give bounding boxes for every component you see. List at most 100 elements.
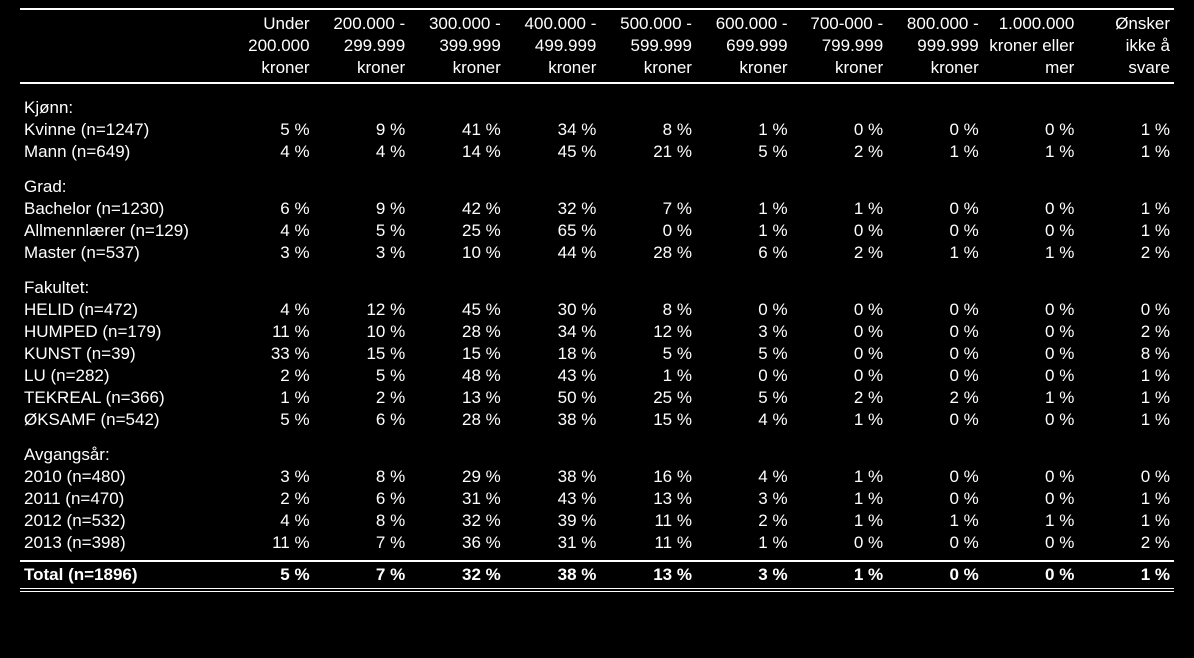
- column-header: 700-000 -: [792, 9, 888, 35]
- section-header-row: Fakultet:: [20, 264, 1174, 299]
- total-row: Total (n=1896)5 %7 %32 %38 %13 %3 %1 %0 …: [20, 561, 1174, 590]
- column-header: 299.999: [314, 35, 410, 57]
- cell-value: 1 %: [792, 510, 888, 532]
- column-header: Under: [218, 9, 314, 35]
- cell-value: 0 %: [792, 365, 888, 387]
- column-header: 200.000: [218, 35, 314, 57]
- cell-value: 5 %: [696, 343, 792, 365]
- row-label: Kvinne (n=1247): [20, 119, 218, 141]
- income-crosstab: Under200.000 -300.000 -400.000 -500.000 …: [0, 0, 1194, 658]
- cell-value: 5 %: [600, 343, 696, 365]
- cell-value: 3 %: [696, 321, 792, 343]
- cell-value: 11 %: [218, 532, 314, 554]
- cell-value: 5 %: [314, 220, 410, 242]
- column-header: kroner: [409, 57, 505, 83]
- row-label: 2013 (n=398): [20, 532, 218, 554]
- cell-value: 2 %: [887, 387, 983, 409]
- column-header: 499.999: [505, 35, 601, 57]
- cell-value: 32 %: [409, 510, 505, 532]
- cell-value: 1 %: [792, 561, 888, 590]
- table-body: Kjønn:Kvinne (n=1247)5 %9 %41 %34 %8 %1 …: [20, 83, 1174, 590]
- table-row: KUNST (n=39)33 %15 %15 %18 %5 %5 %0 %0 %…: [20, 343, 1174, 365]
- cell-value: 13 %: [409, 387, 505, 409]
- row-label: 2010 (n=480): [20, 466, 218, 488]
- cell-value: 3 %: [314, 242, 410, 264]
- row-label: Master (n=537): [20, 242, 218, 264]
- cell-value: 1 %: [218, 387, 314, 409]
- column-header: 399.999: [409, 35, 505, 57]
- cell-value: 6 %: [314, 488, 410, 510]
- cell-value: 15 %: [314, 343, 410, 365]
- column-header: 400.000 -: [505, 9, 601, 35]
- column-header: 999.999: [887, 35, 983, 57]
- table-row: 2013 (n=398)11 %7 %36 %31 %11 %1 %0 %0 %…: [20, 532, 1174, 554]
- cell-value: 33 %: [218, 343, 314, 365]
- cell-value: 18 %: [505, 343, 601, 365]
- cell-value: 45 %: [505, 141, 601, 163]
- cell-value: 0 %: [983, 119, 1079, 141]
- cell-value: 1 %: [792, 488, 888, 510]
- header-label-blank: [20, 9, 218, 35]
- cell-value: 1 %: [887, 510, 983, 532]
- section-header-row: Avgangsår:: [20, 431, 1174, 466]
- cell-value: 2 %: [218, 488, 314, 510]
- row-label: ØKSAMF (n=542): [20, 409, 218, 431]
- cell-value: 1 %: [1078, 220, 1174, 242]
- cell-value: 4 %: [218, 141, 314, 163]
- cell-value: 3 %: [696, 561, 792, 590]
- cell-value: 4 %: [218, 510, 314, 532]
- cell-value: 50 %: [505, 387, 601, 409]
- cell-value: 25 %: [600, 387, 696, 409]
- cell-value: 0 %: [983, 466, 1079, 488]
- cell-value: 0 %: [887, 321, 983, 343]
- row-label: Mann (n=649): [20, 141, 218, 163]
- section-title: Fakultet:: [20, 264, 218, 299]
- cell-value: 4 %: [314, 141, 410, 163]
- cell-value: 25 %: [409, 220, 505, 242]
- cell-value: 5 %: [314, 365, 410, 387]
- column-header: kroner: [600, 57, 696, 83]
- cell-value: 41 %: [409, 119, 505, 141]
- cell-value: 28 %: [409, 409, 505, 431]
- cell-value: 0 %: [792, 343, 888, 365]
- cell-value: 8 %: [314, 466, 410, 488]
- cell-value: 1 %: [1078, 119, 1174, 141]
- cell-value: 2 %: [792, 242, 888, 264]
- cell-value: 38 %: [505, 561, 601, 590]
- cell-value: 8 %: [1078, 343, 1174, 365]
- column-header: mer: [983, 57, 1079, 83]
- table-row: HELID (n=472)4 %12 %45 %30 %8 %0 %0 %0 %…: [20, 299, 1174, 321]
- column-header: kroner: [887, 57, 983, 83]
- cell-value: 43 %: [505, 365, 601, 387]
- cell-value: 30 %: [505, 299, 601, 321]
- column-header: 699.999: [696, 35, 792, 57]
- header-label-blank: [20, 57, 218, 83]
- cell-value: 8 %: [600, 299, 696, 321]
- column-header: 1.000.000: [983, 9, 1079, 35]
- cell-value: 4 %: [218, 299, 314, 321]
- cell-value: 5 %: [218, 561, 314, 590]
- table-row: Bachelor (n=1230)6 %9 %42 %32 %7 %1 %1 %…: [20, 198, 1174, 220]
- cell-value: 6 %: [218, 198, 314, 220]
- column-header: kroner: [792, 57, 888, 83]
- cell-value: 4 %: [218, 220, 314, 242]
- cell-value: 1 %: [792, 466, 888, 488]
- column-header: kroner: [218, 57, 314, 83]
- column-header: 799.999: [792, 35, 888, 57]
- cell-value: 2 %: [1078, 532, 1174, 554]
- column-header: 200.000 -: [314, 9, 410, 35]
- cell-value: 5 %: [218, 119, 314, 141]
- cell-value: 0 %: [983, 299, 1079, 321]
- cell-value: 0 %: [887, 488, 983, 510]
- cell-value: 31 %: [409, 488, 505, 510]
- cell-value: 12 %: [314, 299, 410, 321]
- cell-value: 0 %: [887, 119, 983, 141]
- cell-value: 1 %: [983, 242, 1079, 264]
- cell-value: 34 %: [505, 119, 601, 141]
- cell-value: 2 %: [792, 141, 888, 163]
- row-label: HELID (n=472): [20, 299, 218, 321]
- cell-value: 11 %: [600, 510, 696, 532]
- cell-value: 3 %: [696, 488, 792, 510]
- cell-value: 0 %: [983, 198, 1079, 220]
- column-header: kroner eller: [983, 35, 1079, 57]
